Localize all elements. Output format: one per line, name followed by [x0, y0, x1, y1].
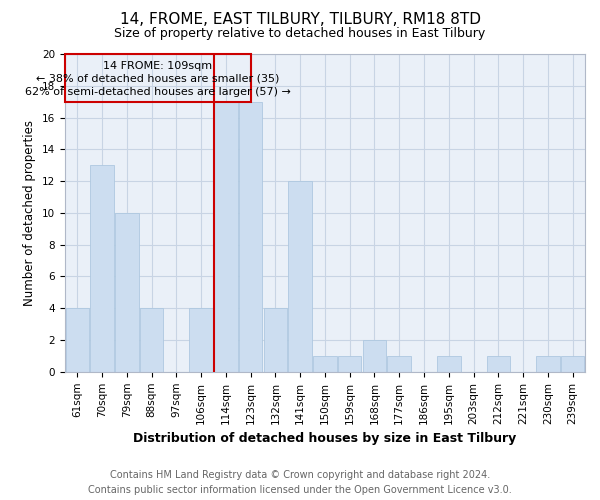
- Bar: [388, 356, 411, 372]
- Bar: [313, 356, 337, 372]
- Text: ← 38% of detached houses are smaller (35): ← 38% of detached houses are smaller (35…: [36, 74, 280, 84]
- Text: 62% of semi-detached houses are larger (57) →: 62% of semi-detached houses are larger (…: [25, 86, 291, 97]
- Bar: [65, 308, 89, 372]
- Bar: [239, 102, 262, 372]
- Y-axis label: Number of detached properties: Number of detached properties: [23, 120, 37, 306]
- Bar: [115, 213, 139, 372]
- Text: 14 FROME: 109sqm: 14 FROME: 109sqm: [103, 61, 212, 71]
- Bar: [536, 356, 560, 372]
- X-axis label: Distribution of detached houses by size in East Tilbury: Distribution of detached houses by size …: [133, 432, 517, 445]
- Bar: [90, 165, 114, 372]
- Text: Size of property relative to detached houses in East Tilbury: Size of property relative to detached ho…: [115, 28, 485, 40]
- Bar: [263, 308, 287, 372]
- Bar: [65, 54, 251, 102]
- Bar: [214, 102, 238, 372]
- Bar: [190, 308, 213, 372]
- Bar: [338, 356, 361, 372]
- Bar: [487, 356, 510, 372]
- Text: Contains HM Land Registry data © Crown copyright and database right 2024.
Contai: Contains HM Land Registry data © Crown c…: [88, 470, 512, 495]
- Text: 14, FROME, EAST TILBURY, TILBURY, RM18 8TD: 14, FROME, EAST TILBURY, TILBURY, RM18 8…: [119, 12, 481, 28]
- Bar: [363, 340, 386, 372]
- Bar: [289, 181, 312, 372]
- Bar: [437, 356, 461, 372]
- Bar: [561, 356, 584, 372]
- Bar: [140, 308, 163, 372]
